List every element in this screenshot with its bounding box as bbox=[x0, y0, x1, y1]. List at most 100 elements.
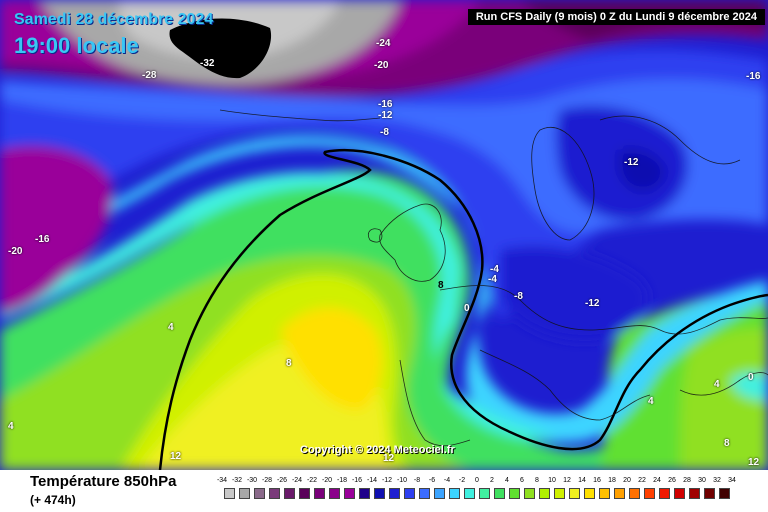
scale-swatch bbox=[569, 488, 580, 499]
scale-tick-label: 22 bbox=[638, 477, 646, 484]
scale-tick-label: 4 bbox=[505, 477, 509, 484]
isotherm-label: -20 bbox=[8, 246, 23, 257]
scale-swatch bbox=[419, 488, 430, 499]
scale-tick-label: 32 bbox=[713, 477, 721, 484]
isotherm-label: -8 bbox=[514, 291, 523, 302]
scale-swatch bbox=[614, 488, 625, 499]
copyright-notice: Copyright © 2024 Meteociel.fr bbox=[300, 444, 455, 456]
isotherm-label: 4 bbox=[648, 396, 654, 407]
scale-swatch bbox=[659, 488, 670, 499]
scale-swatch bbox=[389, 488, 400, 499]
scale-swatch bbox=[449, 488, 460, 499]
scale-swatch bbox=[359, 488, 370, 499]
scale-swatch bbox=[224, 488, 235, 499]
scale-swatch bbox=[509, 488, 520, 499]
isotherm-label: 0 bbox=[748, 372, 754, 383]
isotherm-label: -8 bbox=[380, 127, 389, 138]
scale-swatch bbox=[539, 488, 550, 499]
scale-tick-label: -16 bbox=[351, 477, 363, 484]
isotherm-label: -32 bbox=[200, 58, 215, 69]
scale-tick-label: -4 bbox=[443, 477, 451, 484]
isotherm-label: -4 bbox=[490, 264, 499, 275]
scale-tick-label: 6 bbox=[520, 477, 524, 484]
field-title: Température 850hPa bbox=[30, 473, 177, 490]
scale-tick-label: 16 bbox=[593, 477, 601, 484]
scale-swatch bbox=[374, 488, 385, 499]
scale-tick-label: -6 bbox=[428, 477, 436, 484]
scale-swatch bbox=[674, 488, 685, 499]
scale-tick-label: 2 bbox=[490, 477, 494, 484]
scale-tick-label: -32 bbox=[231, 477, 243, 484]
scale-swatch bbox=[299, 488, 310, 499]
isotherm-label: -12 bbox=[624, 157, 639, 168]
scale-tick-label: -14 bbox=[366, 477, 378, 484]
scale-swatch bbox=[629, 488, 640, 499]
scale-swatch bbox=[434, 488, 445, 499]
lead-time: (+ 474h) bbox=[30, 493, 76, 507]
isotherm-label: -4 bbox=[488, 274, 497, 285]
scale-tick-label: -12 bbox=[381, 477, 393, 484]
model-run-info: Run CFS Daily (9 mois) 0 Z du Lundi 9 dé… bbox=[467, 9, 765, 25]
isotherm-label: 4 bbox=[8, 421, 14, 432]
scale-swatch bbox=[329, 488, 340, 499]
weather-map: Samedi 28 décembre 2024 19:00 locale Run… bbox=[0, 0, 768, 470]
scale-tick-label: 20 bbox=[623, 477, 631, 484]
scale-tick-label: -10 bbox=[396, 477, 408, 484]
scale-tick-label: 12 bbox=[563, 477, 571, 484]
isotherm-label: 0 bbox=[464, 303, 470, 314]
scale-swatch bbox=[464, 488, 475, 499]
temperature-field bbox=[0, 0, 768, 470]
isotherm-label: -16 bbox=[35, 234, 50, 245]
isotherm-label: -28 bbox=[142, 70, 157, 81]
scale-swatch bbox=[479, 488, 490, 499]
scale-tick-label: 10 bbox=[548, 477, 556, 484]
scale-tick-label: -8 bbox=[413, 477, 421, 484]
isotherm-label: -24 bbox=[376, 38, 391, 49]
scale-tick-label: 0 bbox=[475, 477, 479, 484]
scale-tick-label: 26 bbox=[668, 477, 676, 484]
valid-time: 19:00 locale bbox=[14, 33, 139, 58]
scale-swatch bbox=[269, 488, 280, 499]
scale-tick-label: 28 bbox=[683, 477, 691, 484]
isotherm-label: -12 bbox=[378, 110, 393, 121]
valid-date: Samedi 28 décembre 2024 bbox=[14, 11, 214, 28]
scale-tick-label: 34 bbox=[728, 477, 736, 484]
isotherm-label: -16 bbox=[378, 99, 393, 110]
isotherm-label: -12 bbox=[585, 298, 600, 309]
scale-tick-label: -30 bbox=[246, 477, 258, 484]
scale-swatch bbox=[344, 488, 355, 499]
scale-tick-label: 30 bbox=[698, 477, 706, 484]
scale-swatch bbox=[239, 488, 250, 499]
isotherm-label: 12 bbox=[170, 451, 182, 462]
isotherm-label: 12 bbox=[383, 453, 395, 464]
scale-tick-label: 18 bbox=[608, 477, 616, 484]
isotherm-label: 4 bbox=[714, 379, 720, 390]
scale-tick-label: -2 bbox=[458, 477, 466, 484]
scale-swatch bbox=[689, 488, 700, 499]
scale-tick-label: -24 bbox=[291, 477, 303, 484]
scale-swatch bbox=[494, 488, 505, 499]
scale-swatch bbox=[719, 488, 730, 499]
scale-swatch bbox=[554, 488, 565, 499]
scale-swatch bbox=[314, 488, 325, 499]
scale-tick-label: -28 bbox=[261, 477, 273, 484]
isotherm-label: -16 bbox=[746, 71, 761, 82]
isotherm-label: 4 bbox=[168, 322, 174, 333]
isotherm-label: 8 bbox=[438, 280, 444, 291]
scale-swatch bbox=[599, 488, 610, 499]
scale-tick-label: -26 bbox=[276, 477, 288, 484]
scale-tick-label: -22 bbox=[306, 477, 318, 484]
scale-swatch bbox=[254, 488, 265, 499]
scale-tick-label: 24 bbox=[653, 477, 661, 484]
isotherm-label: 8 bbox=[724, 438, 730, 449]
scale-swatch bbox=[524, 488, 535, 499]
isotherm-label: 8 bbox=[286, 358, 292, 369]
isotherm-label: 12 bbox=[748, 457, 760, 468]
scale-swatch bbox=[584, 488, 595, 499]
scale-swatch bbox=[404, 488, 415, 499]
legend-footer: Température 850hPa (+ 474h) -34 -32 -30 -28… bbox=[0, 470, 768, 512]
scale-tick-label: -34 bbox=[216, 477, 228, 484]
scale-tick-label: 8 bbox=[535, 477, 539, 484]
scale-swatch bbox=[644, 488, 655, 499]
scale-tick-label: 14 bbox=[578, 477, 586, 484]
